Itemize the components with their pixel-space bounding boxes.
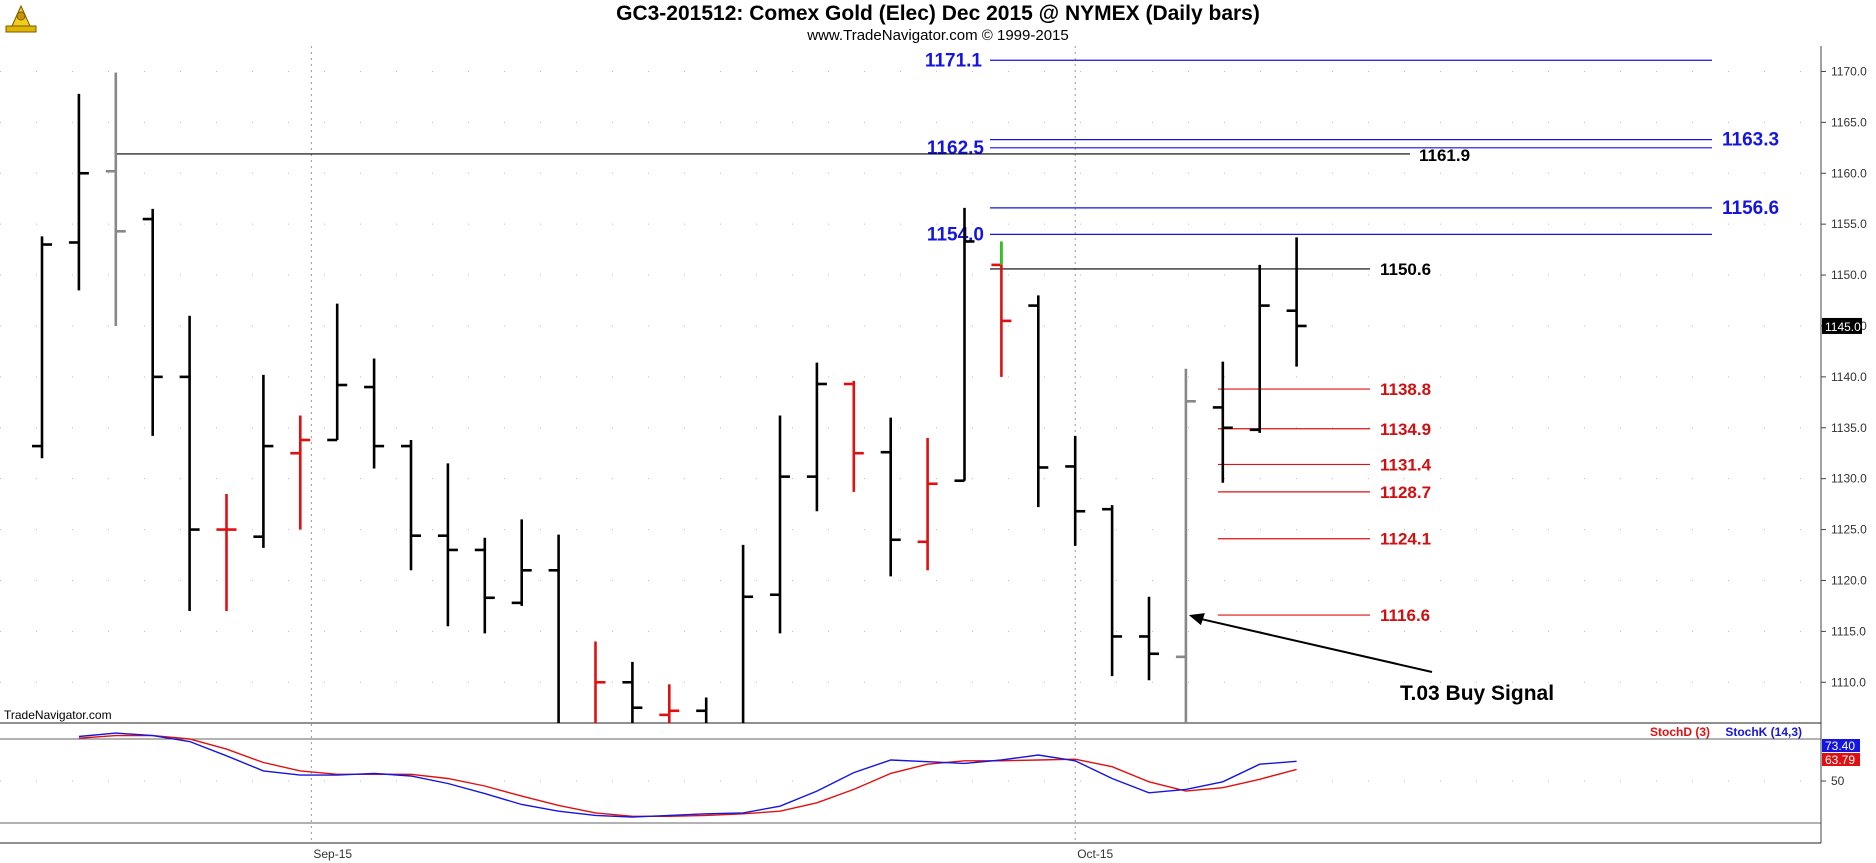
level-label-1138.8: 1138.8 [1380, 380, 1431, 399]
level-label-1156.6: 1156.6 [1722, 198, 1779, 219]
ohlc-bar-8 [327, 303, 348, 442]
level-label-1131.4: 1131.4 [1380, 455, 1432, 474]
ohlc-bar-2 [105, 72, 126, 326]
ohlc-bar-22 [843, 380, 864, 492]
chart-header: GC3-201512: Comex Gold (Elec) Dec 2015 @… [0, 0, 1876, 46]
ohlc-bar-12 [474, 537, 495, 634]
ohlc-bar-7 [290, 415, 311, 530]
price-levels: 1171.1 1162.5 1163.3 1156.6 1154.0 1161.9 1150… [116, 50, 1779, 625]
level-label-1134.9: 1134.9 [1380, 420, 1431, 439]
level-label-1128.7: 1128.7 [1380, 483, 1431, 502]
annotation-label: T.03 Buy Signal [1400, 682, 1554, 705]
last-price-label: 1145.0 [1825, 320, 1861, 334]
stoch-tick-50: 50 [1831, 774, 1845, 788]
ohlc-bar-5 [216, 493, 237, 612]
ohlc-bar-27 [1028, 295, 1049, 508]
y-tick-label: 1155.0 [1831, 217, 1867, 231]
level-label-1154.0: 1154.0 [927, 224, 984, 245]
ohlc-bar-18 [696, 697, 708, 723]
stochD-value-label: 63.79 [1825, 753, 1855, 767]
price-bars [32, 72, 1307, 723]
y-tick-label: 1140.0 [1831, 370, 1867, 384]
ohlc-bar-32 [1212, 361, 1233, 483]
annotation-arrowhead [1188, 613, 1205, 626]
ohlc-bar-13 [511, 519, 532, 606]
level-label-1161.9: 1161.9 [1419, 146, 1470, 165]
watermark-text: TradeNavigator.com [4, 708, 112, 722]
chart-grid [0, 46, 1821, 843]
ohlc-bar-25 [954, 207, 975, 483]
price-axis: 1110.0 1115.0 1120.0 1125.0 1130.0 1135.0 1140… [313, 64, 1867, 861]
stochK-line [78, 732, 1297, 818]
ohlc-bar-16 [622, 661, 643, 723]
ohlc-bar-3 [142, 208, 163, 436]
ohlc-bar-29 [1102, 505, 1123, 677]
level-label-1124.1: 1124.1 [1380, 530, 1431, 549]
ohlc-bar-14 [548, 534, 560, 723]
ohlc-bar-34 [1286, 237, 1307, 367]
x-tick-label: Sep-15 [313, 847, 352, 861]
level-label-1150.6: 1150.6 [1380, 260, 1431, 279]
y-tick-label: 1160.0 [1831, 166, 1867, 180]
ohlc-bar-20 [770, 415, 790, 634]
ohlc-bar-6 [253, 374, 274, 548]
last-price-box [1822, 317, 1862, 334]
stochK-legend: StochK (14,3) [1725, 725, 1802, 739]
ohlc-bar-1 [68, 93, 89, 291]
stochK-value-label: 73.40 [1825, 739, 1855, 753]
stochD-legend: StochD (3) [1650, 725, 1710, 739]
ohlc-bar-33 [1249, 264, 1270, 433]
level-label-1163.3: 1163.3 [1722, 130, 1779, 151]
level-label-1116.6: 1116.6 [1380, 606, 1430, 625]
y-tick-label: 1110.0 [1831, 675, 1866, 689]
price-panel [0, 46, 1821, 723]
buy-signal-annotation: T.03 Buy Signal [1188, 613, 1554, 705]
trade-navigator-logo-icon [5, 4, 37, 33]
ohlc-bar-0 [32, 236, 52, 459]
ohlc-bar-17 [659, 684, 680, 723]
y-tick-label: 1165.0 [1831, 115, 1867, 129]
level-label-1171.1: 1171.1 [925, 50, 982, 71]
stochD-value-box [1822, 753, 1860, 766]
y-tick-label: 1135.0 [1831, 421, 1867, 435]
ohlc-bar-11 [437, 463, 458, 627]
stoch-lines [0, 732, 1821, 824]
y-tick-label: 1120.0 [1831, 573, 1867, 587]
ohlc-bar-15 [594, 641, 606, 723]
stochD-line [78, 734, 1297, 817]
ohlc-bar-19 [741, 544, 754, 723]
ohlc-bar-4 [179, 315, 200, 612]
ohlc-bar-10 [401, 439, 421, 571]
ohlc-bar-21 [806, 362, 827, 512]
ohlc-bar-30 [1139, 596, 1159, 681]
y-tick-label: 1150.0 [1831, 268, 1867, 282]
chart-frame [0, 46, 1822, 844]
ohlc-bar-23 [880, 417, 901, 577]
y-tick-label: 1170.0 [1831, 64, 1867, 78]
chart-subtitle: www.TradeNavigator.com © 1999-2015 [807, 27, 1069, 44]
ohlc-bar-28 [1065, 435, 1086, 546]
level-label-1162.5: 1162.5 [927, 138, 984, 159]
chart-title: GC3-201512: Comex Gold (Elec) Dec 2015 @… [616, 2, 1260, 25]
ohlc-bar-9 [364, 358, 385, 469]
x-tick-label: Oct-15 [1077, 847, 1113, 861]
ohlc-bar-31 [1175, 368, 1196, 723]
y-tick-label: 1115.0 [1831, 624, 1866, 638]
stochK-value-box [1822, 739, 1860, 752]
y-tick-label: 1125.0 [1831, 523, 1867, 537]
ohlc-bar-24 [917, 437, 938, 571]
annotation-arrow-line [1196, 617, 1433, 673]
y-tick-label: 1130.0 [1831, 472, 1867, 486]
